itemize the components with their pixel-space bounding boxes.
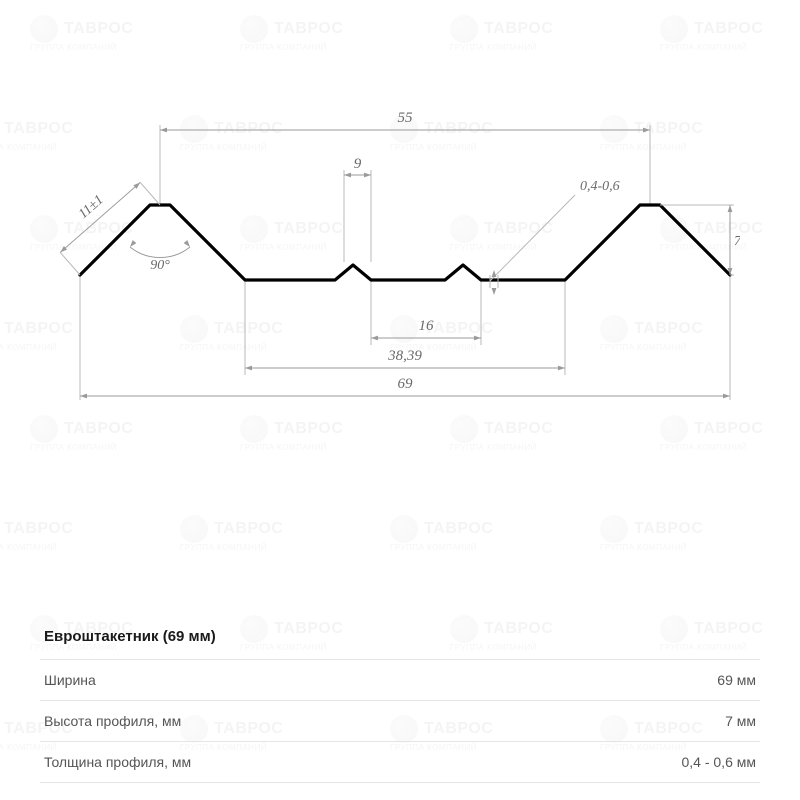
table-row: Высота профиля, мм 7 мм (40, 700, 760, 741)
spec-table: Евроштакетник (69 мм) Ширина 69 мм Высот… (40, 620, 760, 783)
spec-value: 0,4 - 0,6 мм (681, 754, 756, 770)
svg-text:69: 69 (398, 376, 414, 392)
svg-text:38,39: 38,39 (387, 348, 422, 364)
svg-text:11±1: 11±1 (76, 193, 107, 223)
svg-text:55: 55 (398, 110, 414, 126)
spec-label: Ширина (44, 672, 96, 688)
svg-text:16: 16 (419, 318, 435, 334)
spec-value: 69 мм (717, 672, 756, 688)
spec-label: Высота профиля, мм (44, 713, 181, 729)
spec-title: Евроштакетник (69 мм) (40, 620, 760, 659)
svg-text:90°: 90° (150, 258, 170, 273)
table-row: Толщина профиля, мм 0,4 - 0,6 мм (40, 741, 760, 783)
spec-label: Толщина профиля, мм (44, 754, 191, 770)
svg-text:7: 7 (734, 234, 740, 249)
svg-text:0,4-0,6: 0,4-0,6 (580, 179, 620, 194)
table-row: Ширина 69 мм (40, 659, 760, 700)
svg-text:9: 9 (354, 156, 362, 172)
spec-value: 7 мм (725, 713, 756, 729)
profile-diagram: 90° 55 11±1 9 0,4-0,6 7 16 38,39 69 (60, 70, 740, 430)
